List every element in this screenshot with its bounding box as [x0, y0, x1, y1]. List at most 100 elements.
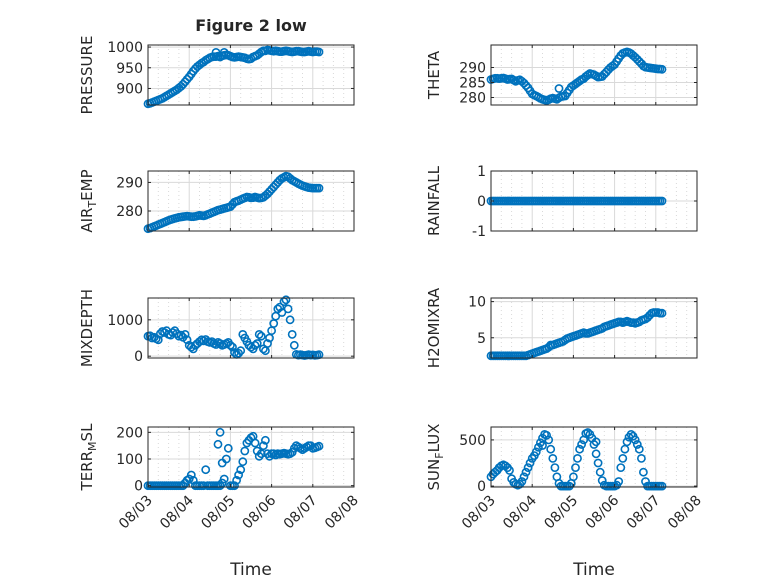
- data-point: [550, 463, 560, 472]
- y-tick-label: 500: [459, 433, 486, 449]
- data-point: [583, 428, 593, 437]
- data-point: [573, 453, 582, 463]
- y-tick-label: 0: [477, 194, 486, 210]
- data-point: [236, 346, 246, 356]
- data-point: [213, 439, 223, 449]
- data-point: [168, 328, 178, 337]
- data-point: [180, 329, 190, 339]
- data-point: [277, 308, 287, 317]
- y-axis-label: RAINFALL: [425, 165, 443, 236]
- y-axis-label: PRESSURE: [78, 36, 96, 115]
- panel-rainfall: -1 0 1 RAINFALL: [425, 164, 698, 240]
- axes-frame: [490, 426, 698, 488]
- data-point: [314, 183, 324, 193]
- data-point: [223, 443, 233, 453]
- data-point: [505, 465, 514, 475]
- y-tick-label: 950: [116, 61, 143, 77]
- data-point: [201, 465, 211, 475]
- data-point: [236, 465, 246, 475]
- data-point: [275, 302, 285, 312]
- data-point: [657, 481, 667, 491]
- data-point: [569, 472, 578, 482]
- data-point: [287, 329, 297, 339]
- data-point: [531, 447, 541, 457]
- axes-frame: [490, 297, 698, 359]
- data-point: [217, 458, 227, 468]
- y-tick-label: 0: [134, 479, 143, 495]
- y-tick-label: 200: [116, 425, 143, 441]
- x-axis-label-left: Time: [229, 560, 272, 580]
- data-point: [657, 308, 667, 318]
- data-point: [256, 331, 266, 341]
- y-axis-label: THETA: [425, 50, 443, 100]
- panel-h2omixra: 5 10 H2OMIXRA: [425, 287, 698, 368]
- data-point: [215, 339, 225, 348]
- y-axis-label: AIRTEMP: [78, 169, 99, 232]
- data-point: [260, 435, 270, 445]
- data-point: [523, 463, 533, 472]
- y-tick-label: 290: [459, 61, 486, 77]
- data-point: [176, 330, 186, 340]
- data-point: [182, 335, 192, 345]
- data-point: [577, 440, 586, 449]
- y-tick-label: 0: [477, 479, 486, 495]
- y-tick-label: -1: [472, 224, 486, 240]
- y-tick-label: 280: [116, 204, 143, 220]
- data-point: [258, 441, 268, 451]
- y-tick-label: 290: [116, 175, 143, 191]
- data-point: [289, 340, 299, 350]
- data-point: [225, 340, 235, 350]
- data-point: [616, 463, 626, 472]
- data-point: [186, 470, 196, 480]
- data-point: [571, 463, 580, 472]
- axes-frame: [147, 426, 355, 488]
- data-point: [238, 457, 248, 467]
- data-point: [199, 481, 208, 491]
- y-tick-label: 1000: [107, 313, 143, 329]
- data-point: [634, 444, 644, 454]
- data-point: [211, 48, 221, 57]
- data-point: [637, 453, 646, 463]
- data-point: [250, 340, 260, 350]
- data-point: [254, 329, 264, 339]
- data-point: [219, 474, 229, 484]
- data-point: [546, 444, 556, 454]
- data-point: [630, 435, 640, 445]
- y-tick-label: 1000: [107, 40, 143, 56]
- data-point: [314, 47, 324, 57]
- data-point: [215, 427, 225, 437]
- data-point: [622, 437, 632, 447]
- panel-mixdepth: 0 1000 MIXDEPTH: [78, 289, 355, 367]
- y-tick-label: 10: [468, 295, 486, 311]
- data-point: [182, 74, 192, 84]
- y-axis-label: SUNFLUX: [425, 424, 446, 491]
- y-tick-label: 280: [459, 91, 486, 107]
- data-point: [597, 476, 607, 485]
- x-axis-label-right: Time: [572, 560, 615, 580]
- data-point: [548, 453, 558, 463]
- data-point: [614, 477, 624, 486]
- data-point: [593, 458, 603, 468]
- data-point: [542, 430, 551, 440]
- data-point: [525, 458, 535, 468]
- data-point: [521, 81, 531, 90]
- data-point: [285, 315, 295, 325]
- data-point: [256, 449, 266, 459]
- data-point: [283, 304, 293, 314]
- data-point: [575, 444, 584, 454]
- data-point: [639, 467, 648, 477]
- data-point: [219, 48, 229, 57]
- data-point: [657, 64, 667, 74]
- data-point: [232, 475, 241, 485]
- y-tick-label: 100: [116, 452, 143, 468]
- y-tick-label: 285: [459, 76, 486, 92]
- axes-frame: [147, 297, 355, 359]
- data-point: [250, 438, 260, 448]
- data-point: [263, 339, 272, 348]
- data-point: [314, 441, 324, 451]
- axes-frame: [147, 170, 355, 232]
- y-tick-label: 900: [116, 81, 143, 97]
- axes-frame: [490, 44, 698, 106]
